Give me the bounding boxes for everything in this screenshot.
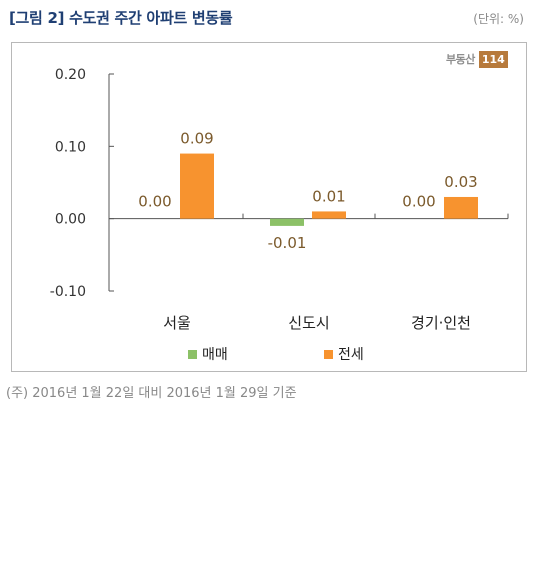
legend-swatch-sale xyxy=(188,350,197,359)
data-label: 0.01 xyxy=(312,187,345,205)
data-label: 0.03 xyxy=(444,173,477,191)
y-tick-label: -0.10 xyxy=(50,284,86,300)
x-category-label: 신도시 xyxy=(288,314,329,332)
y-tick-label: 0.20 xyxy=(55,67,86,83)
legend-label-sale: 매매 xyxy=(202,347,228,363)
data-label: 0.00 xyxy=(402,193,435,211)
logo-text: 부동산 xyxy=(446,53,475,66)
x-category-label: 경기·인천 xyxy=(411,314,471,332)
bar-jeonse xyxy=(444,196,478,219)
x-category-label: 서울 xyxy=(163,314,191,332)
bar-jeonse xyxy=(312,211,346,219)
y-tick-label: 0.10 xyxy=(55,139,86,155)
figure-title: [그림 2] 수도권 주간 아파트 변동률 xyxy=(9,9,233,27)
chart-frame xyxy=(11,42,527,372)
brand-logo: 부동산 114 xyxy=(444,51,508,68)
bar-sale xyxy=(270,218,304,226)
legend-label-jeonse: 전세 xyxy=(338,347,364,363)
data-label: 0.00 xyxy=(138,193,171,211)
footnote: (주) 2016년 1월 22일 대비 2016년 1월 29일 기준 xyxy=(6,386,297,401)
bar-jeonse xyxy=(180,153,214,219)
data-label: -0.01 xyxy=(268,234,307,252)
unit-label: (단위: %) xyxy=(473,12,524,26)
logo-number: 114 xyxy=(478,51,508,68)
data-label: 0.09 xyxy=(180,130,213,148)
legend-swatch-jeonse xyxy=(324,350,333,359)
bar-chart: 0.20 0.10 0.00 -0.10 0.00 -0.01 0.00 0.09 0.01 0.… xyxy=(50,67,509,363)
y-tick-label: 0.00 xyxy=(55,212,86,228)
